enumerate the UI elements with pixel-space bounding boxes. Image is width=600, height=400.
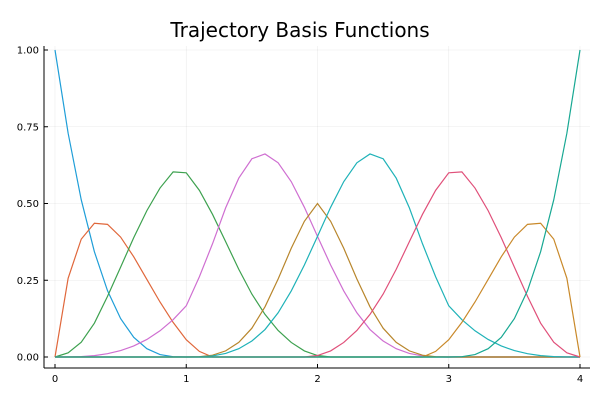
y-tick-label: 1.00 — [17, 46, 39, 57]
y-tick-label: 0.25 — [17, 276, 39, 287]
y-tick-label: 0.00 — [17, 353, 39, 364]
x-tick-label: 0 — [52, 374, 58, 385]
grid — [44, 46, 590, 368]
series-lines — [54, 49, 581, 358]
y-tick-label: 0.75 — [17, 122, 39, 133]
y-tick-label: 0.50 — [17, 199, 39, 210]
series-line-9 — [55, 49, 581, 358]
x-tick-label: 3 — [446, 374, 452, 385]
x-tick-label: 1 — [183, 374, 189, 385]
x-tick-label: 2 — [314, 374, 320, 385]
x-tick-label: 4 — [577, 374, 583, 385]
axes: 0 1 2 3 4 0.00 0.25 0.50 0.75 1.00 — [17, 46, 590, 385]
chart-title: Trajectory Basis Functions — [170, 18, 430, 42]
